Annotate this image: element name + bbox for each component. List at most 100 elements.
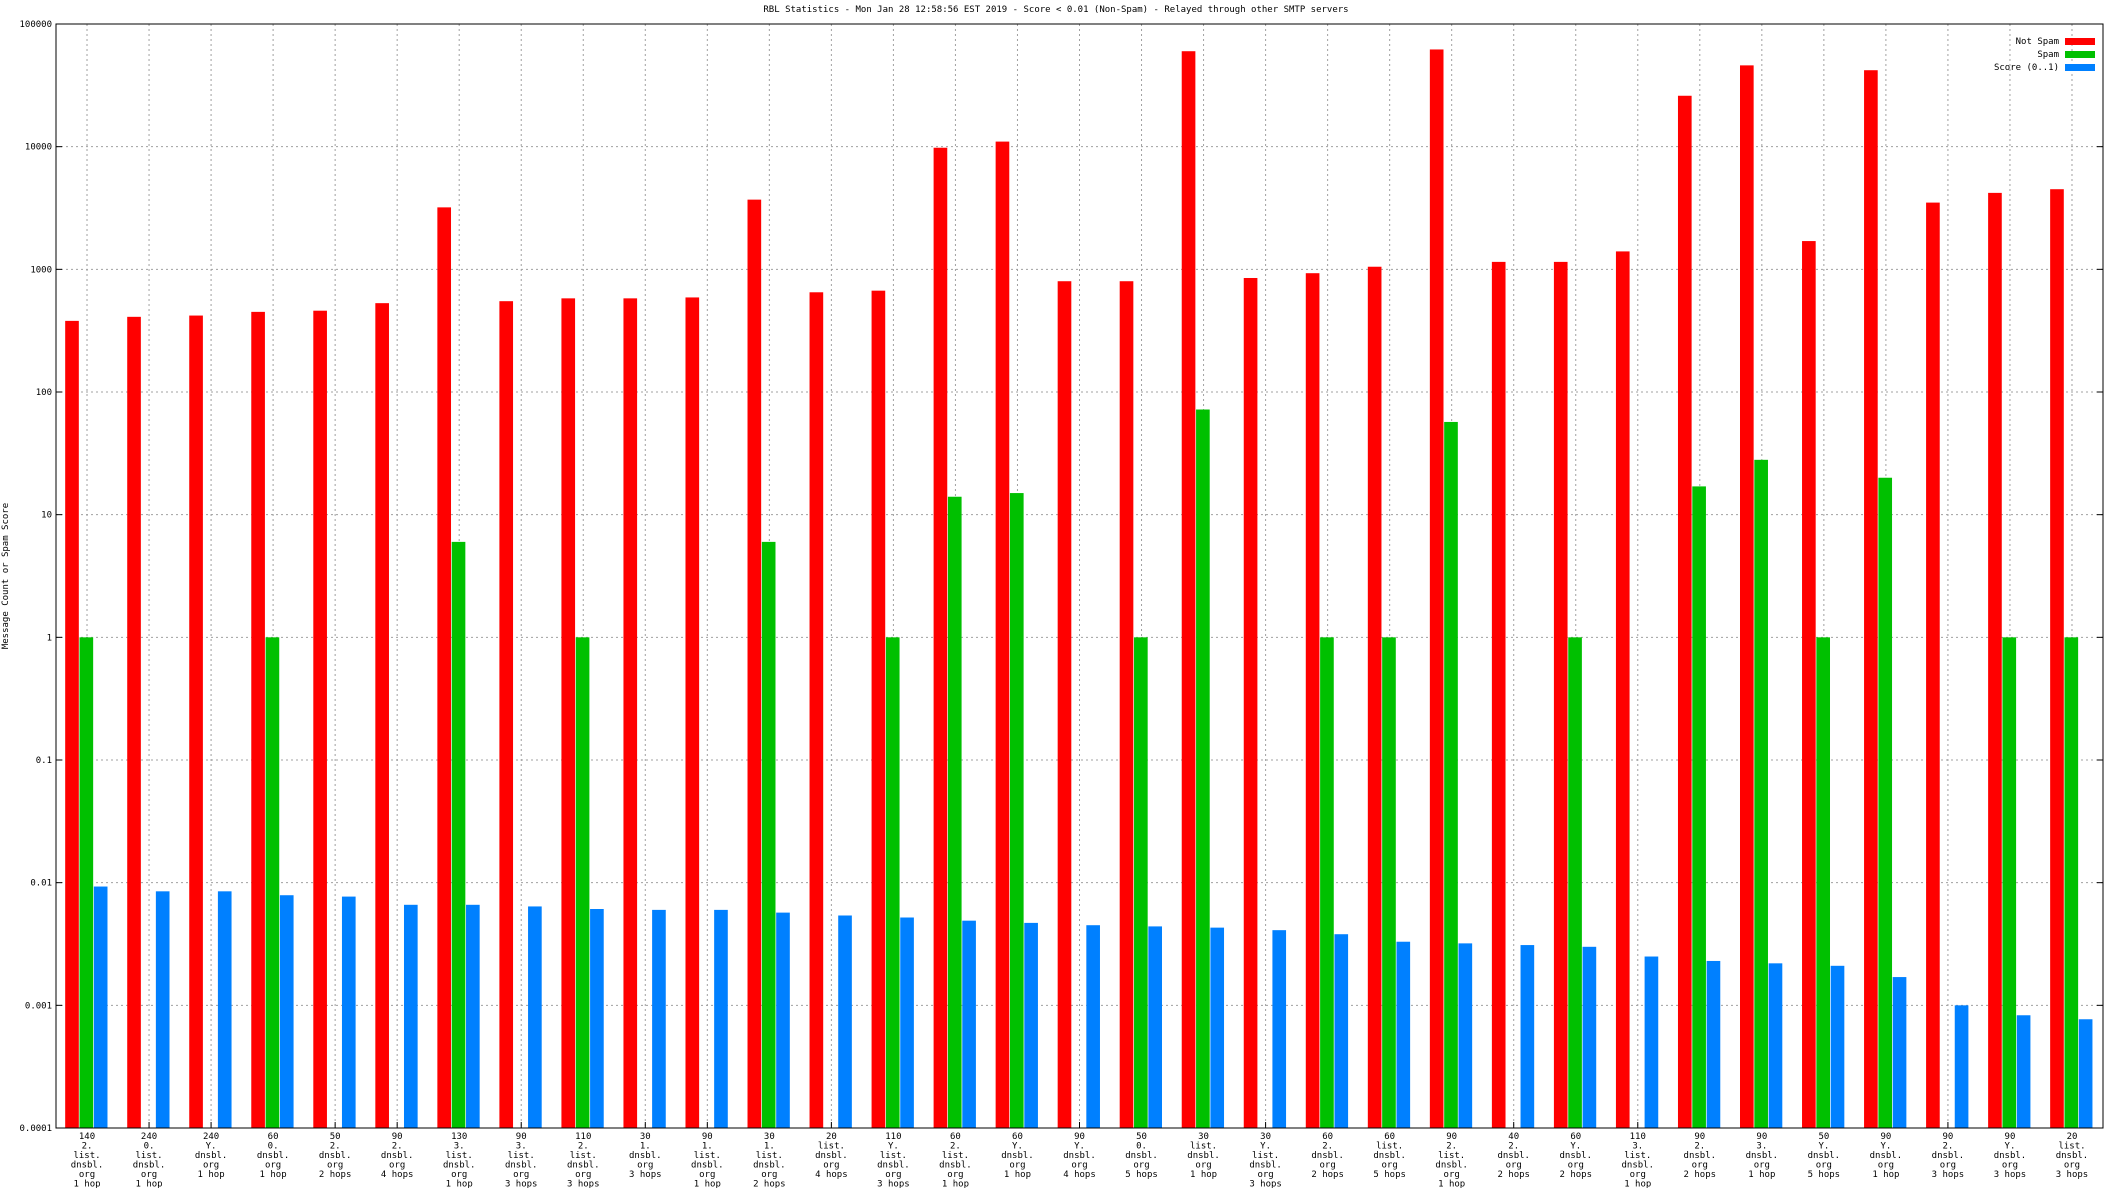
x-tick-label-line: 3 hops bbox=[2056, 1170, 2089, 1180]
bar bbox=[1429, 49, 1444, 1128]
bar bbox=[747, 199, 762, 1129]
bar bbox=[217, 891, 232, 1128]
x-tick-label-line: Y. bbox=[1880, 1142, 1891, 1152]
x-tick-label-line: Y. bbox=[888, 1142, 899, 1152]
x-tick-label-line: list. bbox=[694, 1151, 721, 1161]
x-tick-label-line: dnsbl. bbox=[629, 1151, 662, 1161]
x-tick-label: 110 3. list. dnsbl. org 1 hop bbox=[1622, 1132, 1655, 1188]
bar bbox=[1272, 930, 1287, 1128]
bar bbox=[1009, 493, 1024, 1128]
bar bbox=[1520, 945, 1535, 1128]
x-tick-label: 40 2. dnsbl. org 2 hops bbox=[1497, 1132, 1530, 1180]
x-tick-label-line: org bbox=[1009, 1161, 1025, 1171]
bar bbox=[2002, 637, 2017, 1128]
bar bbox=[341, 896, 356, 1128]
x-tick-label-line: 60 bbox=[1570, 1132, 1581, 1142]
x-tick-label-line: list. bbox=[135, 1151, 162, 1161]
x-tick-label-line: 140 bbox=[79, 1132, 95, 1142]
x-tick-label-line: 3. bbox=[1632, 1142, 1643, 1152]
x-tick-label-line: dnsbl. bbox=[753, 1161, 786, 1171]
x-tick-label-line: 90 bbox=[1446, 1132, 1457, 1142]
x-tick-label-line: dnsbl. bbox=[257, 1151, 290, 1161]
x-tick-label-line: org bbox=[1071, 1161, 1087, 1171]
bar bbox=[1706, 960, 1721, 1128]
legend-label: Not Spam bbox=[2016, 37, 2059, 47]
x-tick-label: 50 2. dnsbl. org 2 hops bbox=[319, 1132, 352, 1180]
bar bbox=[2016, 1015, 2031, 1128]
x-tick-label-line: 1 hop bbox=[942, 1180, 969, 1188]
x-tick-label-line: dnsbl. bbox=[1994, 1151, 2027, 1161]
x-tick-label-line: list. bbox=[73, 1151, 100, 1161]
x-tick-label-line: Y. bbox=[1074, 1142, 1085, 1152]
x-tick-label-line: 110 bbox=[575, 1132, 591, 1142]
x-tick-label-line: org bbox=[1940, 1161, 1956, 1171]
x-tick-label-line: 1 hop bbox=[1872, 1170, 1899, 1180]
plot-frame bbox=[55, 23, 2104, 1129]
y-tick-label: 0.01 bbox=[30, 879, 52, 889]
x-tick-label-line: org bbox=[1319, 1161, 1335, 1171]
bar bbox=[1086, 925, 1100, 1128]
x-tick-label: 90 2. list. dnsbl. org 1 hop bbox=[1435, 1132, 1468, 1188]
x-tick-label-line: 1 hop bbox=[694, 1180, 721, 1188]
x-tick-label: 20 list. dnsbl. org 3 hops bbox=[2056, 1132, 2089, 1180]
bar bbox=[885, 637, 900, 1128]
x-tick-label-line: 1 hop bbox=[135, 1180, 162, 1188]
y-axis-label: Message Count or Spam Score bbox=[1, 503, 11, 649]
x-tick-label-line: 1. bbox=[764, 1142, 775, 1152]
x-tick-label-line: list. bbox=[942, 1151, 969, 1161]
y-tick-label: 1 bbox=[47, 633, 52, 643]
x-tick-label-line: org bbox=[885, 1170, 901, 1180]
x-tick-label-line: 4 hops bbox=[815, 1170, 848, 1180]
x-tick-label-line: 240 bbox=[141, 1132, 157, 1142]
x-tick-label-line: 90 bbox=[1880, 1132, 1891, 1142]
x-tick-label-line: org bbox=[141, 1170, 157, 1180]
bar bbox=[1615, 251, 1630, 1128]
x-tick-label-line: 1 hop bbox=[198, 1170, 225, 1180]
x-tick-label-line: 2. bbox=[1322, 1142, 1333, 1152]
x-tick-label-line: dnsbl. bbox=[1684, 1151, 1717, 1161]
bar bbox=[761, 541, 776, 1128]
x-tick-label-line: dnsbl. bbox=[1001, 1151, 1034, 1161]
x-tick-label-line: dnsbl. bbox=[1808, 1151, 1841, 1161]
x-tick-label-line: 2. bbox=[1943, 1142, 1954, 1152]
x-tick-label-line: 1 hop bbox=[1748, 1170, 1775, 1180]
bar bbox=[575, 637, 590, 1128]
x-tick-label-line: 50 bbox=[1136, 1132, 1147, 1142]
x-tick-label-line: dnsbl. bbox=[1187, 1151, 1220, 1161]
x-tick-label-line: org bbox=[947, 1170, 963, 1180]
x-tick-label-line: 90 bbox=[1943, 1132, 1954, 1142]
x-tick-label-line: 1 hop bbox=[1438, 1180, 1465, 1188]
x-tick-label: 30 1. list. dnsbl. org 2 hops bbox=[753, 1132, 786, 1188]
x-tick-label-line: 3 hops bbox=[1994, 1170, 2027, 1180]
x-tick-label-line: 130 bbox=[451, 1132, 467, 1142]
x-tick-label-line: list. bbox=[1190, 1142, 1217, 1152]
x-tick-label-line: 3. bbox=[1756, 1142, 1767, 1152]
bar bbox=[838, 915, 852, 1128]
bar bbox=[809, 292, 824, 1129]
x-tick-label-line: 2. bbox=[330, 1142, 341, 1152]
x-tick-label: 20 list. dnsbl. org 4 hops bbox=[815, 1132, 848, 1180]
x-tick-label-line: 60 bbox=[268, 1132, 279, 1142]
x-tick-label-line: 2 hops bbox=[1559, 1170, 1592, 1180]
x-tick-label-line: dnsbl. bbox=[319, 1151, 352, 1161]
bar bbox=[1768, 963, 1783, 1128]
x-tick-label: 140 2. list. dnsbl. org 1 hop bbox=[71, 1132, 104, 1188]
bar bbox=[79, 637, 94, 1128]
x-tick-label-line: org bbox=[79, 1170, 95, 1180]
x-tick-label-line: dnsbl. bbox=[877, 1161, 910, 1171]
x-tick-label-line: 2. bbox=[82, 1142, 93, 1152]
x-tick-label: 90 3. dnsbl. org 1 hop bbox=[1746, 1132, 1779, 1180]
x-tick-label-line: dnsbl. bbox=[133, 1161, 166, 1171]
x-tick-label-line: org bbox=[1506, 1161, 1522, 1171]
x-tick-label-line: 3 hops bbox=[1249, 1180, 1282, 1188]
x-tick-label-line: org bbox=[761, 1170, 777, 1180]
bar bbox=[451, 541, 466, 1128]
y-tick-label: 0.0001 bbox=[19, 1124, 52, 1134]
bar bbox=[1382, 637, 1396, 1128]
x-tick-label-line: 2 hops bbox=[1497, 1170, 1530, 1180]
x-tick-label-line: 2. bbox=[1694, 1142, 1705, 1152]
bar bbox=[1568, 637, 1582, 1128]
x-tick-label-line: 0. bbox=[268, 1142, 279, 1152]
x-tick-label-line: 3. bbox=[516, 1142, 527, 1152]
x-tick-label-line: org bbox=[327, 1161, 343, 1171]
